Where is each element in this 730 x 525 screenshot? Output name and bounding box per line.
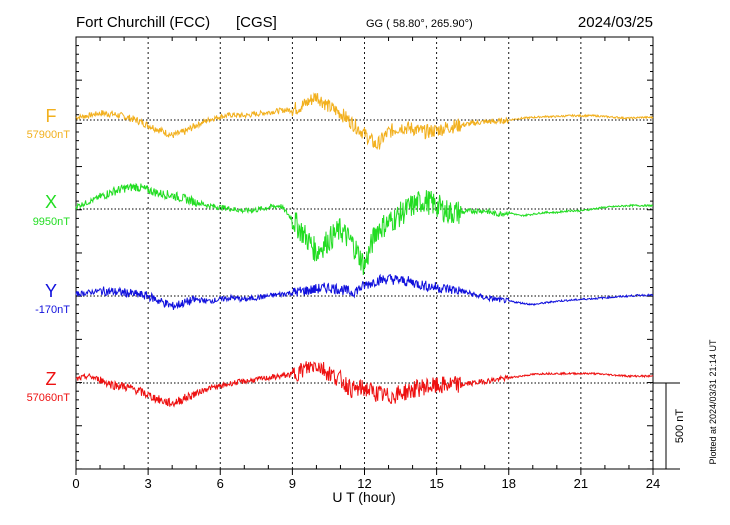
series-name-f: F xyxy=(46,106,57,126)
series-name-y: Y xyxy=(45,281,57,301)
station-title: Fort Churchill (FCC) xyxy=(76,14,210,31)
plotted-timestamp: Plotted at 2024/03/31 21:14 UT xyxy=(708,339,718,465)
coordinates-label: GG ( 58.80°, 265.90°) xyxy=(366,18,473,30)
series-baseline-z: 57060nT xyxy=(27,392,71,404)
series-line-z xyxy=(75,361,654,408)
series-baseline-y: -170nT xyxy=(35,304,70,316)
baselines xyxy=(76,119,653,384)
series-name-z: Z xyxy=(46,369,57,389)
series-baseline-x: 9950nT xyxy=(33,216,71,228)
scale-bar-label: 500 nT xyxy=(674,409,686,444)
series-labels: F 57900nT X 9950nT Y -170nT Z 57060nT xyxy=(27,106,71,404)
vertical-gridlines xyxy=(147,37,582,469)
agency-label: [CGS] xyxy=(236,14,277,31)
series-name-x: X xyxy=(45,192,57,212)
series-line-f xyxy=(75,92,654,150)
date-label: 2024/03/25 xyxy=(578,14,653,31)
series-line-y xyxy=(75,273,654,311)
x-axis-ticks: 0 3 6 9 12 15 18 21 24 xyxy=(72,469,660,491)
x-tick-label-24: 24 xyxy=(646,476,660,491)
x-tick-label-6: 6 xyxy=(217,476,224,491)
series-line-x xyxy=(75,182,654,276)
x-tick-label-0: 0 xyxy=(72,476,79,491)
x-tick-label-9: 9 xyxy=(289,476,296,491)
x-tick-label-18: 18 xyxy=(502,476,516,491)
scale-bar: 500 nT xyxy=(653,382,686,470)
x-tick-label-15: 15 xyxy=(429,476,443,491)
x-axis-label: U T (hour) xyxy=(332,489,395,505)
series-baseline-f: 57900nT xyxy=(27,129,71,141)
series-lines xyxy=(75,92,654,408)
x-tick-label-21: 21 xyxy=(574,476,588,491)
x-tick-label-3: 3 xyxy=(145,476,152,491)
x-tick-label-12: 12 xyxy=(357,476,371,491)
